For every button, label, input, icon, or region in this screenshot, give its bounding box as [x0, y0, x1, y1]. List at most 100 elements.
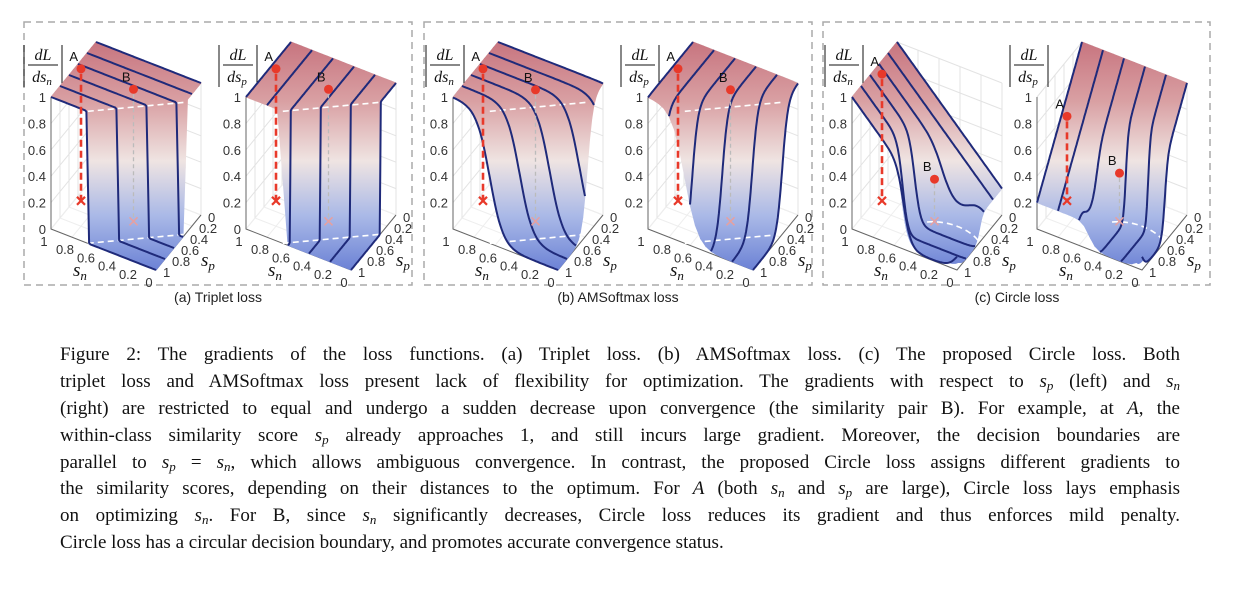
- cross-marker: [323, 216, 334, 226]
- x-tick-label: 0.8: [653, 242, 671, 257]
- math-symbol: sn: [770, 478, 785, 501]
- z-tick-label: 0.6: [223, 143, 241, 158]
- x-tick-label: 0.8: [857, 242, 875, 257]
- x-tick-label: 0: [547, 275, 554, 290]
- point-A: [478, 64, 488, 74]
- z-axis-label: dL dsn: [824, 45, 864, 88]
- y-tick-label: 0.2: [796, 221, 814, 236]
- z-axis-label: dL dsn: [23, 45, 63, 88]
- y-tick-label: 0: [1194, 210, 1201, 225]
- x-tick-label: 1: [841, 234, 848, 249]
- math-symbol: sn: [362, 505, 377, 528]
- z-tick-label: 0.4: [28, 169, 46, 184]
- subscript: n: [677, 268, 684, 283]
- point-A: [1062, 111, 1072, 121]
- z-label-denominator: dsp: [227, 69, 247, 88]
- x-tick-label: 0.4: [293, 259, 311, 274]
- z-tick-label: 0.6: [430, 143, 448, 158]
- y-tick-label: 0.6: [778, 243, 796, 258]
- panel-b-frame: [423, 21, 813, 286]
- z-tick-label: 1: [636, 90, 643, 105]
- x-tick-label: 0.4: [500, 259, 518, 274]
- x-tick-label: 0.8: [251, 242, 269, 257]
- surface-contour-line: [488, 52, 595, 106]
- surface-contour-line: [710, 65, 757, 252]
- surface-contour-line: [287, 57, 334, 247]
- cross-marker: [929, 216, 940, 226]
- decision-boundary: [87, 101, 186, 113]
- caption-line: Circle loss has a circular decision boun…: [60, 532, 724, 554]
- z-tick-label: 0: [234, 222, 241, 237]
- y-tick-label: 0.4: [592, 232, 610, 247]
- subscript: p: [240, 76, 247, 88]
- z-tick-label: 0.4: [625, 169, 643, 184]
- y-tick-label: 0.4: [385, 232, 403, 247]
- decision-boundary: [926, 220, 980, 243]
- subcaption-a: (a) Triplet loss: [174, 289, 262, 305]
- point-A: [271, 64, 281, 74]
- z-axis-label: dL dsn: [425, 45, 465, 88]
- y-axis-label: sp: [1002, 250, 1016, 273]
- surface-contour-line: [245, 41, 292, 98]
- caption-line: parallel to sp = sn, which allows ambigu…: [60, 451, 1180, 474]
- point-label: A: [870, 54, 879, 69]
- cross-marker: [725, 216, 736, 226]
- z-tick-label: 0.4: [430, 169, 448, 184]
- point-B: [531, 85, 540, 95]
- z-tick-label: 0.2: [223, 196, 241, 211]
- y-tick-label: 0.2: [1185, 221, 1203, 236]
- z-tick-label: 0.6: [625, 143, 643, 158]
- math-symbol: sn: [1166, 370, 1181, 393]
- x-tick-label: 0: [145, 275, 152, 290]
- cross-marker: [271, 196, 281, 206]
- decision-boundary: [282, 233, 381, 245]
- y-tick-label: 0.8: [574, 254, 592, 269]
- surface-contour-line: [860, 85, 967, 260]
- surface-contour-line: [86, 52, 193, 95]
- x-tick-label: 0.2: [314, 267, 332, 282]
- x-tick-label: 1: [637, 234, 644, 249]
- subscript: n: [847, 76, 853, 88]
- z-tick-label: 0.4: [223, 169, 241, 184]
- cross-marker: [673, 196, 683, 206]
- y-tick-label: 0.2: [199, 221, 217, 236]
- point-label: A: [666, 49, 675, 64]
- z-label-denominator: dsp: [629, 69, 649, 88]
- grid-line: [851, 173, 898, 230]
- y-tick-label: 0.4: [787, 232, 805, 247]
- y-tick-label: 0: [403, 210, 410, 225]
- subscript: p: [402, 258, 410, 273]
- math-symbol: A: [1127, 397, 1139, 419]
- grid-line: [647, 173, 694, 230]
- z-label-numerator: dL: [1021, 47, 1038, 64]
- subscript: n: [275, 268, 282, 283]
- y-tick-label: 0: [1009, 210, 1016, 225]
- surface-contour-line: [266, 49, 313, 106]
- z-label-numerator: dL: [632, 47, 649, 64]
- subscript: p: [609, 258, 617, 273]
- subscript: n: [46, 76, 52, 88]
- caption-line: on optimizing sn. For B, since sn signif…: [60, 505, 1181, 528]
- z-axis-label: dL dsp: [620, 45, 660, 88]
- point-label: B: [923, 159, 932, 174]
- math-symbol: sn: [194, 505, 209, 528]
- x-tick-label: 0.8: [458, 242, 476, 257]
- axis-line: [1036, 97, 1188, 271]
- panel-a-frame: [23, 21, 413, 286]
- surface-contour-line: [668, 49, 715, 117]
- point-B: [324, 84, 333, 94]
- z-tick-label: 0.8: [430, 116, 448, 131]
- z-tick-label: 1: [234, 90, 241, 105]
- y-tick-label: 0.4: [1176, 232, 1194, 247]
- subscript: p: [804, 258, 812, 273]
- subplot-a-p: 00.20.40.60.8110.80.60.40.2000.20.40.60.…: [218, 41, 412, 290]
- z-label-denominator: dsn: [32, 69, 52, 88]
- math-symbol: sn: [216, 451, 231, 474]
- point-label: B: [317, 69, 326, 84]
- surface-contour-line: [479, 63, 586, 197]
- point-B: [129, 84, 138, 94]
- z-tick-label: 0.8: [625, 116, 643, 131]
- z-tick-label: 0.2: [430, 196, 448, 211]
- subscript: n: [80, 268, 87, 283]
- surface-contour-line: [461, 85, 568, 260]
